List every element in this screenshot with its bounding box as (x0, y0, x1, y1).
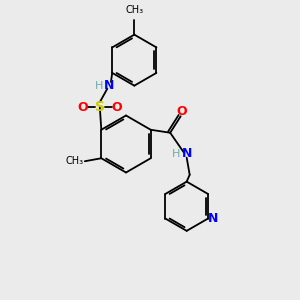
Text: O: O (112, 101, 122, 114)
Text: S: S (95, 100, 105, 114)
Text: N: N (182, 147, 192, 160)
Text: H: H (172, 149, 180, 159)
Text: O: O (177, 105, 188, 118)
Text: H: H (95, 81, 103, 91)
Text: CH₃: CH₃ (125, 5, 143, 15)
Text: CH₃: CH₃ (65, 156, 83, 166)
Text: N: N (104, 79, 115, 92)
Text: O: O (77, 101, 88, 114)
Text: N: N (208, 212, 218, 225)
